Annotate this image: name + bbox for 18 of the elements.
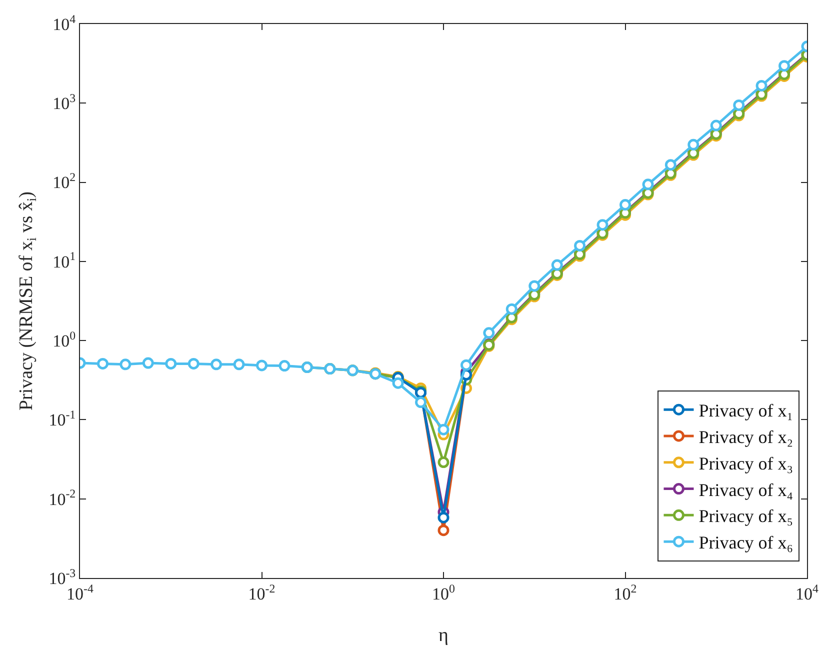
- y-tick-label: 10$^{1}$: [52, 249, 76, 272]
- legend-label: Privacy of x₄: [698, 480, 793, 500]
- x-tick-label: 10$^{4}$: [796, 581, 819, 604]
- y-tick-label: 10$^{-2}$: [48, 486, 76, 509]
- x-tick-label: 10$^{-2}$: [248, 581, 276, 604]
- x-tick-label: 10$^{0}$: [432, 581, 456, 604]
- y-tick-label: 10$^{3}$: [52, 90, 76, 114]
- x-tick-label: 10$^{2}$: [614, 581, 637, 604]
- y-tick-label: 10$^{0}$: [52, 328, 76, 351]
- y-tick-label: 10$^{4}$: [52, 12, 76, 34]
- legend-label: Privacy of x₃: [698, 453, 793, 474]
- legend-label: Privacy of x₅: [698, 506, 793, 526]
- legend-label: Privacy of x₆: [698, 532, 793, 553]
- y-tick-label: 10$^{2}$: [52, 170, 76, 192]
- legend-label: Privacy of x₁: [698, 400, 793, 421]
- x-axis-title: η: [438, 625, 448, 646]
- y-tick-label: 10$^{-1}$: [48, 408, 76, 430]
- legend-label: Privacy of x₂: [698, 427, 793, 447]
